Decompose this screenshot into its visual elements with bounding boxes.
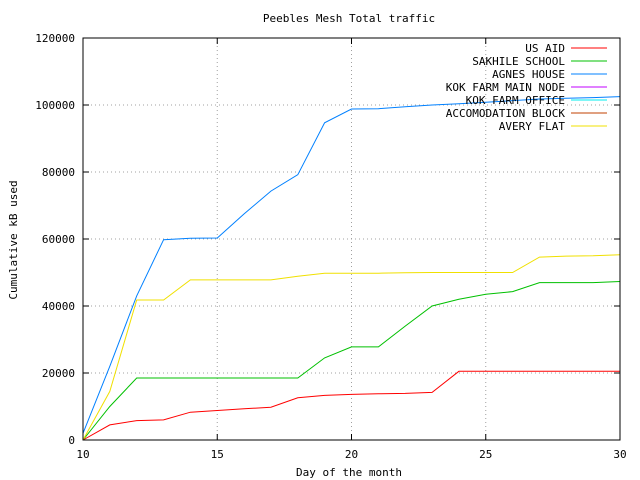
y-tick-label: 60000 — [42, 233, 75, 246]
legend-label-us-aid: US AID — [525, 42, 565, 55]
x-tick-label: 30 — [613, 448, 626, 461]
legend-label-kok-farm-office: KOK FARM OFFICE — [466, 94, 565, 107]
legend-label-avery-flat: AVERY FLAT — [499, 120, 566, 133]
y-tick-label: 0 — [68, 434, 75, 447]
x-tick-label: 20 — [345, 448, 358, 461]
x-tick-label: 10 — [76, 448, 89, 461]
legend-label-kok-farm-main-node: KOK FARM MAIN NODE — [446, 81, 565, 94]
series-line-avery-flat — [82, 254, 621, 441]
y-tick-label: 40000 — [42, 300, 75, 313]
chart-title: Peebles Mesh Total traffic — [263, 12, 435, 25]
series-line-sakhile-school — [82, 281, 621, 441]
legend-label-accomodation-block: ACCOMODATION BLOCK — [446, 107, 566, 120]
series-lines — [82, 96, 621, 441]
y-tick-label: 80000 — [42, 166, 75, 179]
axis-ticks: 0 20000 40000 60000 80000 100000 120000 10 15 20 2… — [35, 32, 626, 461]
x-axis-label: Day of the month — [296, 466, 402, 479]
grid — [83, 38, 620, 440]
x-tick-label: 25 — [479, 448, 492, 461]
series-line-us-aid — [82, 370, 620, 441]
y-tick-label: 120000 — [35, 32, 75, 45]
y-tick-label: 100000 — [35, 99, 75, 112]
legend-label-agnes-house: AGNES HOUSE — [492, 68, 565, 81]
y-axis-label: Cumulative kB used — [7, 180, 20, 299]
x-tick-label: 15 — [211, 448, 224, 461]
legend-label-sakhile-school: SAKHILE SCHOOL — [472, 55, 565, 68]
y-tick-label: 20000 — [42, 367, 75, 380]
series-line-agnes-house — [82, 96, 621, 434]
